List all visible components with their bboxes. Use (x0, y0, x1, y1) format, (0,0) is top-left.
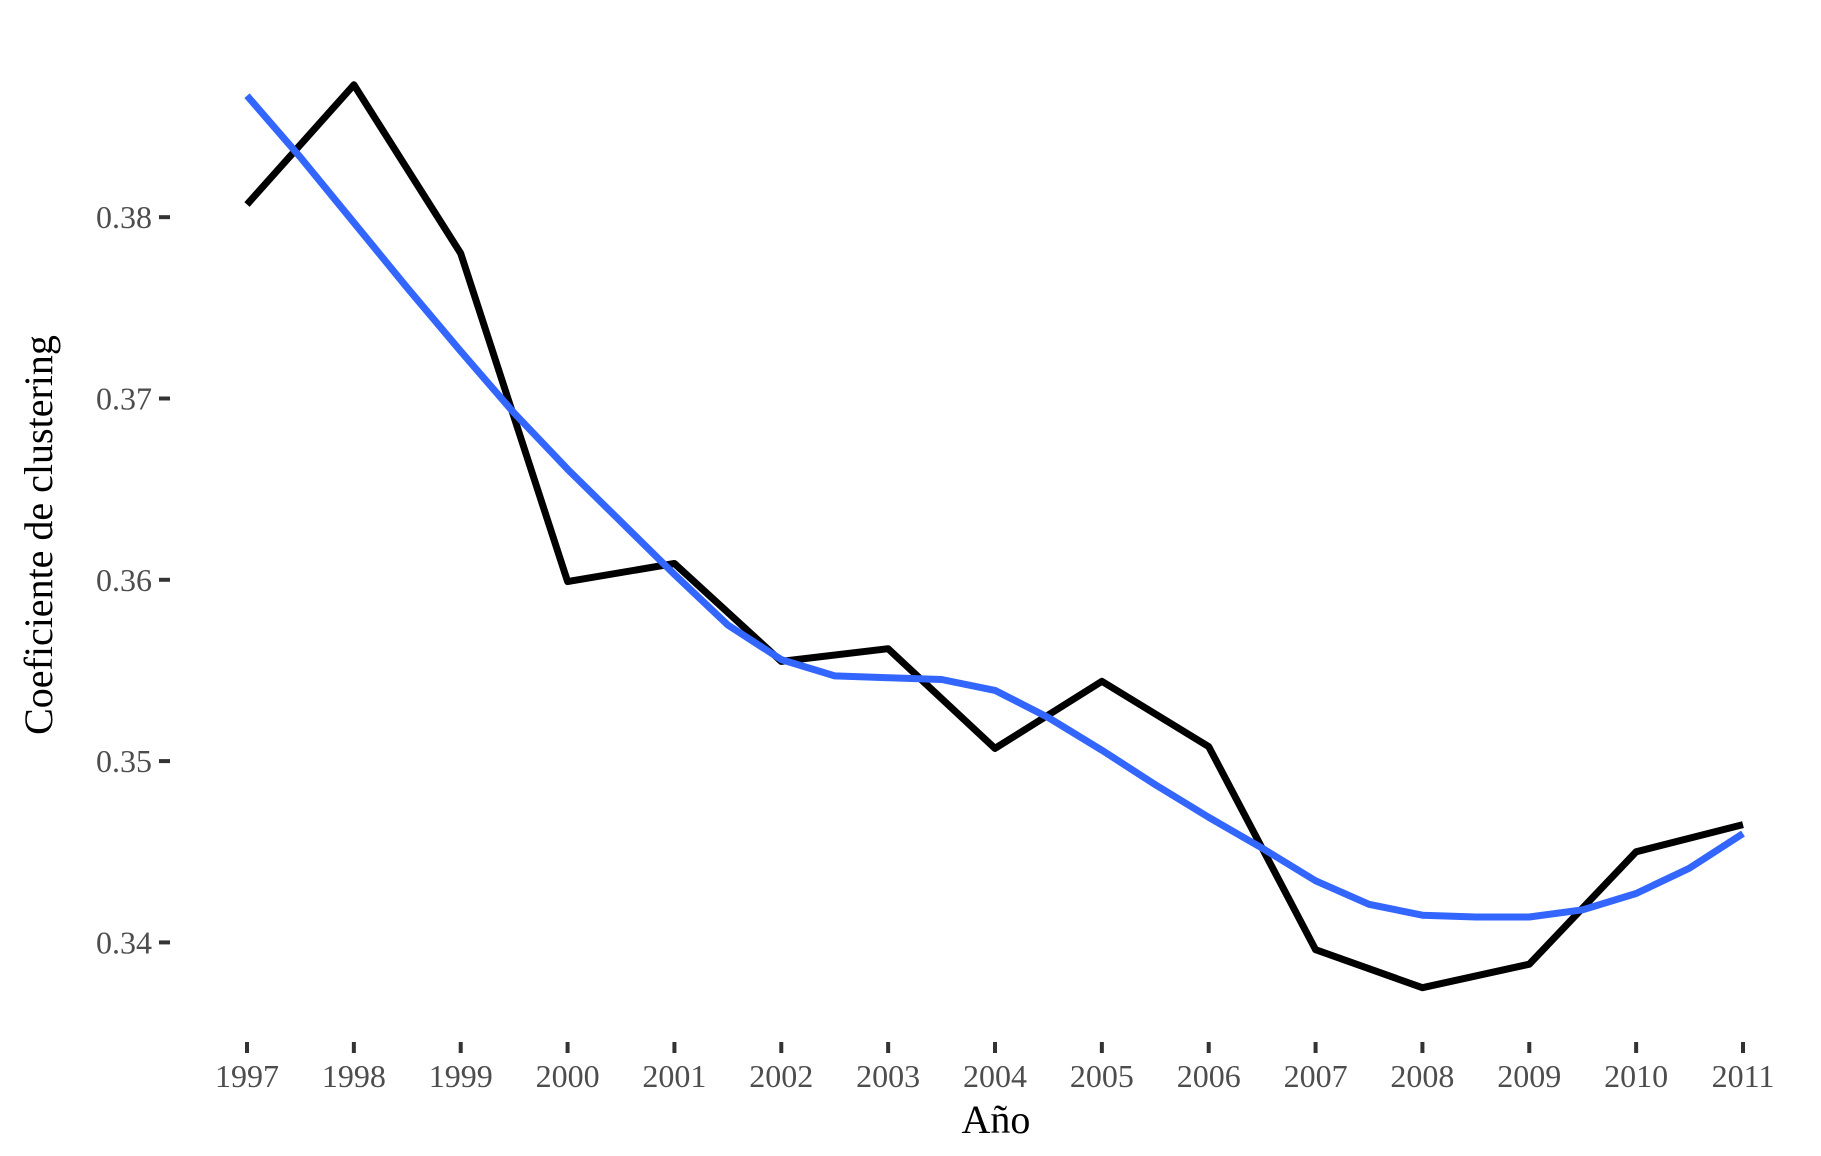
x-tick-label: 2010 (1604, 1058, 1668, 1094)
y-tick-label: 0.35 (96, 743, 152, 779)
x-tick-label: 2002 (749, 1058, 813, 1094)
observed-series-line (244, 81, 1744, 992)
y-axis: 0.34 0.35 0.36 0.37 0.38 (96, 199, 170, 960)
x-tick-label: 2003 (856, 1058, 920, 1094)
y-tick-label: 0.37 (96, 380, 152, 416)
y-tick-label: 0.38 (96, 199, 152, 235)
x-tick-label: 1999 (429, 1058, 493, 1094)
x-tick-label: 2009 (1497, 1058, 1561, 1094)
x-tick-label: 2008 (1390, 1058, 1454, 1094)
x-tick-label: 2000 (536, 1058, 600, 1094)
x-axis-title: Año (962, 1097, 1031, 1142)
x-tick-label: 2011 (1712, 1058, 1775, 1094)
x-tick-label: 2005 (1070, 1058, 1134, 1094)
x-tick-label: 2007 (1284, 1058, 1348, 1094)
series-layer (244, 81, 1745, 992)
x-tick-label: 1998 (322, 1058, 386, 1094)
y-tick-label: 0.34 (96, 924, 152, 960)
x-axis: 1997 1998 1999 2000 2001 2002 2003 2004 2005 2006… (215, 1042, 1774, 1094)
x-tick-label: 2004 (963, 1058, 1027, 1094)
y-tick-label: 0.36 (96, 562, 152, 598)
x-tick-label: 2006 (1177, 1058, 1241, 1094)
x-tick-label: 1997 (215, 1058, 279, 1094)
y-axis-title: Coeficiente de clustering (16, 335, 61, 735)
smooth-trend-line (244, 93, 1745, 921)
x-tick-label: 2001 (642, 1058, 706, 1094)
